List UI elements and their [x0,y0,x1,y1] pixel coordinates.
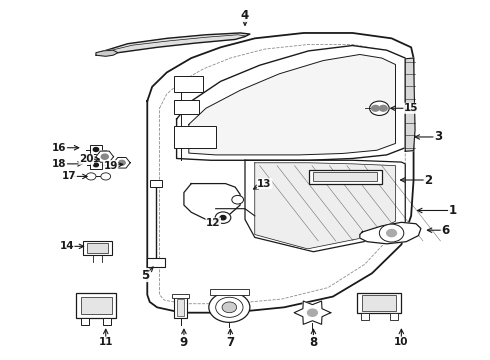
Bar [174,297,187,318]
Bar [81,318,89,324]
Text: 1: 1 [449,204,457,217]
Text: 16: 16 [52,143,67,153]
Bar [172,294,189,298]
Bar [90,145,102,154]
Polygon shape [189,54,395,155]
Bar [103,318,111,324]
Circle shape [119,160,125,165]
Circle shape [101,154,108,159]
Text: 7: 7 [226,336,234,348]
Bar [210,289,249,295]
Bar [81,297,112,315]
Text: 17: 17 [62,171,76,181]
Bar [147,258,165,267]
Bar [357,293,401,314]
Circle shape [387,229,396,237]
Bar [90,161,102,169]
Polygon shape [114,158,130,168]
Circle shape [308,309,318,316]
Bar [174,126,216,148]
Polygon shape [360,222,421,244]
Bar [309,170,382,184]
Text: 15: 15 [404,103,418,113]
Bar [361,314,368,320]
Text: 2: 2 [424,174,432,186]
Text: 19: 19 [103,161,118,171]
Polygon shape [245,160,405,252]
Circle shape [232,195,244,204]
Text: 3: 3 [434,130,442,144]
Bar [76,293,117,318]
Circle shape [93,148,98,152]
Bar [150,180,162,187]
Text: 6: 6 [441,224,449,237]
Circle shape [209,292,250,322]
Text: 12: 12 [206,218,220,228]
Circle shape [220,216,226,220]
Bar [362,296,396,311]
Text: 13: 13 [257,179,272,189]
Circle shape [86,173,96,180]
Polygon shape [96,50,118,56]
Text: 18: 18 [52,159,67,169]
Bar [87,243,108,253]
Bar [174,100,198,114]
Polygon shape [294,301,331,324]
Circle shape [371,105,379,111]
Polygon shape [98,33,250,55]
Text: 20: 20 [79,154,94,164]
Circle shape [215,212,231,224]
Text: 4: 4 [241,9,249,22]
Polygon shape [405,58,415,151]
Circle shape [369,101,389,116]
Circle shape [94,163,98,167]
Text: 10: 10 [394,337,409,347]
Bar [174,76,203,92]
Polygon shape [147,33,414,313]
Circle shape [222,302,237,313]
Text: 11: 11 [98,337,113,347]
Polygon shape [176,45,405,160]
Bar [83,241,112,255]
Bar [314,172,377,181]
Polygon shape [96,151,114,162]
Circle shape [379,105,387,111]
Bar [390,314,398,320]
Bar [176,299,184,316]
Text: 5: 5 [141,269,149,282]
Circle shape [379,224,404,242]
Circle shape [216,297,243,318]
Circle shape [101,173,111,180]
Text: 14: 14 [59,241,74,251]
Text: 8: 8 [309,336,318,348]
Polygon shape [184,184,240,221]
Text: 9: 9 [180,336,188,348]
Polygon shape [255,163,395,249]
